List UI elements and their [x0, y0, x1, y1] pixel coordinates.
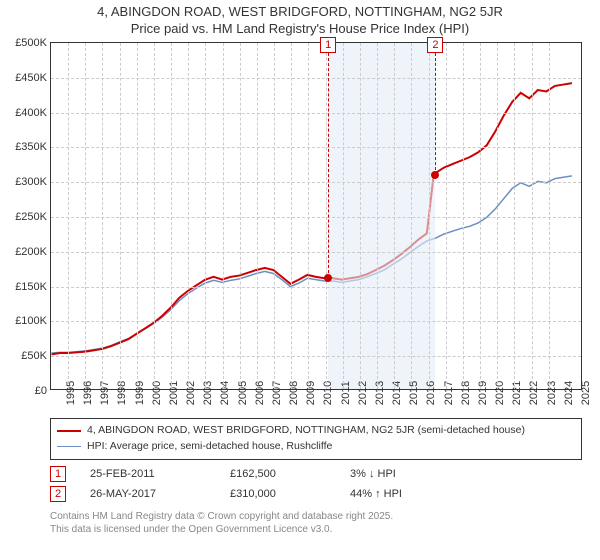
gridline-v	[274, 43, 275, 389]
gridline-h	[51, 321, 581, 322]
series-hpi	[52, 176, 572, 353]
gridline-v	[411, 43, 412, 389]
gridline-v	[429, 43, 430, 389]
line-series-svg	[51, 43, 581, 389]
gridline-v	[188, 43, 189, 389]
gridline-v	[154, 43, 155, 389]
title-line-1: 4, ABINGDON ROAD, WEST BRIDGFORD, NOTTIN…	[0, 4, 600, 21]
sale-marker-flag-2: 2	[427, 37, 443, 53]
sale-marker-flag-1: 1	[320, 37, 336, 53]
gridline-v	[205, 43, 206, 389]
gridline-v	[326, 43, 327, 389]
gridline-v	[291, 43, 292, 389]
gridline-v	[360, 43, 361, 389]
sale-price: £310,000	[230, 488, 350, 500]
gridline-v	[446, 43, 447, 389]
gridline-v	[223, 43, 224, 389]
x-axis-label: 2025	[566, 381, 592, 405]
chart-title-block: 4, ABINGDON ROAD, WEST BRIDGFORD, NOTTIN…	[0, 0, 600, 38]
sale-marker-dot-1	[324, 274, 332, 282]
sale-delta: 3% ↓ HPI	[350, 468, 470, 480]
sale-date: 25-FEB-2011	[90, 468, 230, 480]
attribution-footer: Contains HM Land Registry data © Crown c…	[50, 510, 582, 536]
y-axis-label: £450K	[15, 72, 47, 84]
sale-marker-line-1	[328, 53, 329, 278]
gridline-v	[85, 43, 86, 389]
gridline-v	[394, 43, 395, 389]
gridline-h	[51, 147, 581, 148]
y-axis-label: £250K	[15, 211, 47, 223]
gridline-v	[257, 43, 258, 389]
gridline-h	[51, 182, 581, 183]
sale-marker-1: 1	[50, 466, 66, 482]
footer-line-1: Contains HM Land Registry data © Crown c…	[50, 510, 582, 523]
gridline-v	[514, 43, 515, 389]
y-axis-label: £150K	[15, 281, 47, 293]
gridline-v	[497, 43, 498, 389]
sale-row: 1 25-FEB-2011 £162,500 3% ↓ HPI	[50, 464, 582, 484]
confidence-band	[328, 43, 435, 389]
sale-date: 26-MAY-2017	[90, 488, 230, 500]
y-axis-label: £350K	[15, 141, 47, 153]
gridline-v	[463, 43, 464, 389]
footer-line-2: This data is licensed under the Open Gov…	[50, 523, 582, 536]
legend-label-hpi: HPI: Average price, semi-detached house,…	[87, 439, 332, 455]
gridline-v	[343, 43, 344, 389]
y-axis-label: £50K	[21, 350, 47, 362]
y-axis-label: £300K	[15, 176, 47, 188]
sale-marker-2: 2	[50, 486, 66, 502]
gridline-h	[51, 287, 581, 288]
sale-marker-dot-2	[431, 171, 439, 179]
legend-swatch-hpi	[57, 446, 81, 447]
title-line-2: Price paid vs. HM Land Registry's House …	[0, 21, 600, 38]
y-axis-label: £0	[35, 385, 47, 397]
gridline-h	[51, 217, 581, 218]
y-axis-label: £200K	[15, 246, 47, 258]
sale-price: £162,500	[230, 468, 350, 480]
gridline-h	[51, 113, 581, 114]
gridline-v	[120, 43, 121, 389]
y-axis-label: £500K	[15, 37, 47, 49]
gridline-v	[480, 43, 481, 389]
legend-row-hpi: HPI: Average price, semi-detached house,…	[57, 439, 575, 455]
legend-box: 4, ABINGDON ROAD, WEST BRIDGFORD, NOTTIN…	[50, 418, 582, 460]
legend-row-price-paid: 4, ABINGDON ROAD, WEST BRIDGFORD, NOTTIN…	[57, 423, 575, 439]
gridline-v	[549, 43, 550, 389]
gridline-v	[102, 43, 103, 389]
y-axis-label: £100K	[15, 315, 47, 327]
gridline-h	[51, 78, 581, 79]
sales-table: 1 25-FEB-2011 £162,500 3% ↓ HPI 2 26-MAY…	[50, 464, 582, 504]
gridline-v	[377, 43, 378, 389]
chart-area: £0£50K£100K£150K£200K£250K£300K£350K£400…	[50, 42, 582, 390]
sale-marker-line-2	[435, 53, 436, 175]
gridline-h	[51, 356, 581, 357]
y-axis-label: £400K	[15, 107, 47, 119]
gridline-v	[137, 43, 138, 389]
gridline-v	[532, 43, 533, 389]
gridline-v	[308, 43, 309, 389]
plot-area: £0£50K£100K£150K£200K£250K£300K£350K£400…	[50, 42, 582, 390]
legend-swatch-price-paid	[57, 430, 81, 432]
sale-delta: 44% ↑ HPI	[350, 488, 470, 500]
sale-row: 2 26-MAY-2017 £310,000 44% ↑ HPI	[50, 484, 582, 504]
gridline-v	[240, 43, 241, 389]
gridline-h	[51, 252, 581, 253]
legend-label-price-paid: 4, ABINGDON ROAD, WEST BRIDGFORD, NOTTIN…	[87, 423, 525, 439]
gridline-v	[68, 43, 69, 389]
gridline-v	[171, 43, 172, 389]
series-price_paid	[52, 83, 572, 354]
